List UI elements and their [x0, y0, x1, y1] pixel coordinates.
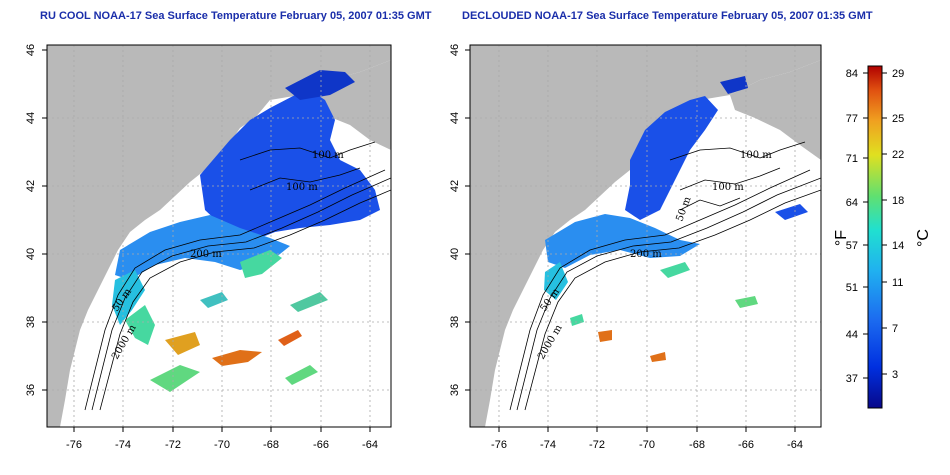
right-x-tick-label: -66 [738, 439, 754, 451]
colorbar: 84 77 71 64 57 51 44 37 29 25 22 18 14 1… [833, 65, 932, 409]
left-sst-orange-streak [278, 330, 302, 346]
colorbar-gradient [867, 65, 883, 409]
left-y-tick-label: 36 [25, 384, 37, 396]
colorbar-f-tick-label: 57 [846, 240, 858, 252]
left-y-tick-label: 38 [25, 316, 37, 328]
right-sst-east-patch [775, 204, 808, 220]
left-contour-label-100m-north: 100 m [312, 150, 344, 161]
right-gridlines [470, 45, 821, 427]
right-y-tick-label: 46 [449, 44, 461, 56]
colorbar-f-tick-label: 77 [846, 113, 858, 125]
right-sst-orange-patch-2 [650, 352, 666, 362]
left-map: 100 m 100 m 200 m 50 m 2000 m -76 -74 [25, 44, 392, 451]
right-sst-bay-of-fundy [720, 76, 748, 94]
colorbar-f-tick-label: 64 [846, 197, 858, 209]
right-sst-gulf-of-maine [625, 96, 718, 220]
left-y-tick-label: 42 [25, 180, 37, 192]
right-x-tick-label: -74 [540, 439, 556, 451]
left-land-mass [47, 45, 391, 427]
right-land-nova-scotia [730, 60, 821, 160]
left-x-tick-label: -64 [362, 439, 378, 451]
left-gridlines [47, 45, 391, 427]
right-x-tick-label: -64 [787, 439, 803, 451]
right-map: 100 m 100 m 50 m 200 m 50 m 2000 m -76 -… [449, 44, 822, 451]
left-land-nova-scotia [300, 60, 391, 150]
left-sst-green-streak [150, 365, 200, 392]
right-y-tick-label: 44 [449, 112, 461, 124]
right-x-tick-label: -68 [689, 439, 705, 451]
colorbar-fahrenheit-unit: °F [833, 230, 850, 246]
left-sst-east-patch [240, 250, 282, 278]
left-contour-label-100m-south: 100 m [286, 182, 318, 193]
right-panel-title: DECLOUDED NOAA-17 Sea Surface Temperatur… [462, 10, 873, 22]
right-sst-green-patch [735, 296, 758, 308]
left-y-tick-label: 46 [25, 44, 37, 56]
left-sst-teal-patch [200, 292, 228, 308]
right-sst-small-patch [570, 314, 584, 326]
right-bathymetry-contours [509, 141, 821, 411]
right-sst-coastal-plume [544, 262, 568, 300]
left-sst-warm-filament-2 [165, 332, 200, 355]
left-x-tick-label: -76 [66, 439, 82, 451]
left-x-tick-label: -72 [165, 439, 181, 451]
left-panel-title: RU COOL NOAA-17 Sea Surface Temperature … [40, 10, 432, 22]
right-contour-label-200m: 200 m [630, 249, 662, 260]
colorbar-tick-marks [863, 72, 887, 379]
right-land-mass [470, 45, 821, 427]
left-bathymetry-contours [84, 141, 391, 411]
left-sst-gulf-of-maine [200, 90, 380, 240]
colorbar-f-tick-label: 44 [846, 329, 858, 341]
colorbar-celsius-unit: °C [915, 229, 932, 247]
colorbar-c-tick-label: 22 [892, 149, 904, 161]
colorbar-c-tick-label: 3 [892, 369, 898, 381]
left-sst-coastal-plume [112, 270, 145, 325]
colorbar-f-tick-label: 51 [846, 282, 858, 294]
left-x-tick-label: -66 [313, 439, 329, 451]
left-sst-southern-patch [125, 305, 155, 345]
colorbar-f-tick-label: 37 [846, 373, 858, 385]
left-sst-green-streak-2 [285, 365, 318, 385]
right-x-tick-label: -72 [589, 439, 605, 451]
left-sst-green-streak-3 [290, 292, 328, 312]
left-contour-label-200m: 200 m [190, 249, 222, 260]
colorbar-f-tick-label: 84 [846, 68, 858, 80]
right-sst-orange-patch-1 [598, 330, 612, 342]
left-x-tick-label: -74 [115, 439, 131, 451]
left-plot-frame [46, 44, 392, 428]
left-sst-bay-of-fundy [285, 70, 355, 100]
right-sst-teal-patch [660, 262, 690, 278]
colorbar-c-tick-label: 25 [892, 113, 904, 125]
right-y-tick-label: 40 [449, 248, 461, 260]
left-y-tick-label: 40 [25, 248, 37, 260]
colorbar-c-tick-label: 18 [892, 195, 904, 207]
right-y-tick-label: 42 [449, 180, 461, 192]
colorbar-f-tick-label: 71 [846, 153, 858, 165]
right-y-tick-label: 38 [449, 316, 461, 328]
right-contour-label-100m-south: 100 m [712, 182, 744, 193]
left-y-tick-label: 44 [25, 112, 37, 124]
colorbar-c-tick-label: 11 [892, 277, 903, 289]
colorbar-c-tick-label: 7 [892, 323, 898, 335]
colorbar-c-tick-label: 29 [892, 68, 904, 80]
left-sst-warm-filament-1 [212, 350, 262, 366]
right-contour-label-100m-north: 100 m [740, 150, 772, 161]
right-y-tick-label: 36 [449, 384, 461, 396]
right-x-tick-label: -76 [491, 439, 507, 451]
left-tick-marks [42, 49, 371, 432]
left-x-tick-label: -68 [263, 439, 279, 451]
right-tick-marks [465, 49, 796, 432]
left-x-tick-label: -70 [214, 439, 230, 451]
colorbar-c-tick-label: 14 [892, 240, 904, 252]
right-plot-frame [469, 44, 822, 428]
right-x-tick-label: -70 [639, 439, 655, 451]
